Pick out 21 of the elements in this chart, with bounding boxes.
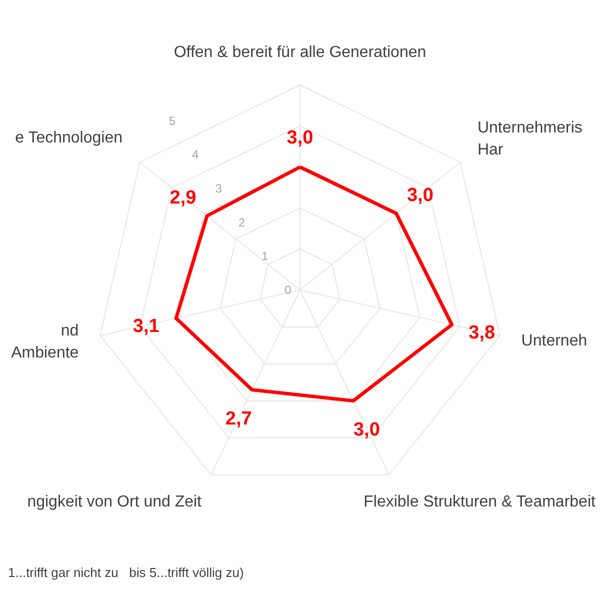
text: 1...trifft gar nicht zu bis 5...trifft völlig zu)	[8, 565, 244, 580]
spoke-label: Unterneh	[521, 332, 588, 350]
y-tick-label: 5	[168, 114, 176, 128]
spoke-label: ngigkeit von Ort und Zeit	[27, 494, 202, 511]
y-tick-label: 1	[262, 249, 269, 264]
spoke-label: e Technologien	[15, 129, 123, 146]
y-tick-label: 4	[192, 148, 200, 162]
data-label: 3,0	[354, 420, 380, 441]
data-label: 3,0	[286, 127, 314, 148]
spoke-label: Unternehmeris Har	[477, 119, 582, 158]
data-label: 3,1	[132, 316, 160, 338]
spoke-label: Flexible Strukturen & Teamarbeit	[364, 494, 596, 511]
data-label: 2,7	[225, 408, 252, 430]
data-label: 3,0	[406, 185, 434, 206]
spoke-label: Offen & bereit für alle Generationen	[174, 44, 426, 61]
y-tick-label: 2	[238, 215, 246, 230]
spoke-label: nd Ambiente	[11, 322, 79, 362]
data-label: 2,9	[170, 188, 196, 209]
data-label: 3,8	[468, 322, 496, 344]
y-tick-label: 0	[284, 283, 292, 297]
y-tick-label: 3	[215, 181, 222, 196]
